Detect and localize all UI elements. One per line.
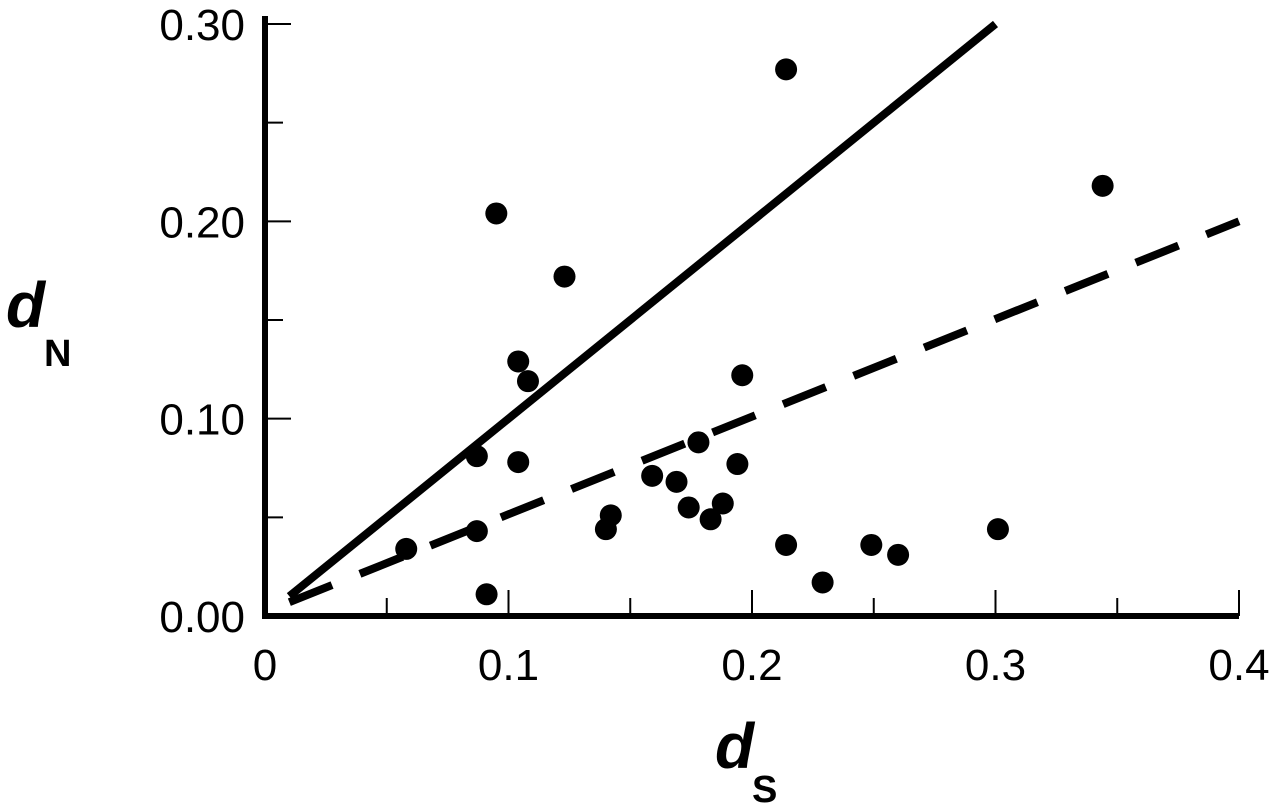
data-point	[887, 543, 910, 566]
data-point	[1091, 174, 1114, 197]
data-point	[775, 58, 798, 81]
data-point	[677, 496, 700, 519]
data-point	[641, 464, 664, 487]
x-tick-label: 0	[253, 641, 277, 690]
y-tick-label: 0.30	[159, 1, 245, 50]
data-point	[507, 350, 530, 373]
x-axis-label: d	[715, 710, 756, 782]
dashed-line	[287, 217, 1241, 606]
data-point	[599, 504, 622, 527]
solid-line	[286, 20, 999, 600]
data-point	[860, 533, 883, 556]
data-point	[711, 492, 734, 515]
data-point	[731, 364, 754, 387]
data-point	[465, 520, 488, 543]
y-tick-label: 0.20	[159, 198, 245, 247]
x-tick-label: 0.3	[965, 641, 1026, 690]
data-point	[726, 453, 749, 476]
data-point	[665, 470, 688, 493]
x-tick-label: 0.1	[478, 641, 539, 690]
data-point	[986, 518, 1009, 541]
x-tick-label: 0.4	[1208, 641, 1269, 690]
y-axis-label-subscript: N	[44, 333, 71, 375]
data-point	[687, 431, 710, 454]
tick-labels: 0.00 0.10 0.20 0.30 0 0.1 0.2 0.3 0.4	[159, 1, 1269, 690]
reference-lines	[286, 20, 1241, 606]
data-points	[395, 58, 1114, 606]
data-point	[775, 533, 798, 556]
y-axis-label: d	[6, 269, 47, 341]
x-tick-label: 0.2	[721, 641, 782, 690]
data-point	[395, 537, 418, 560]
axes	[262, 16, 1240, 619]
data-point	[475, 583, 498, 606]
data-point	[699, 508, 722, 531]
data-point	[485, 202, 508, 225]
data-point	[811, 571, 834, 594]
data-point	[516, 370, 539, 393]
data-point	[465, 445, 488, 468]
x-axis-label-subscript: S	[752, 769, 777, 811]
data-point	[507, 451, 530, 474]
y-tick-label: 0.10	[159, 396, 245, 445]
data-point	[553, 265, 576, 288]
y-tick-label: 0.00	[159, 593, 245, 642]
